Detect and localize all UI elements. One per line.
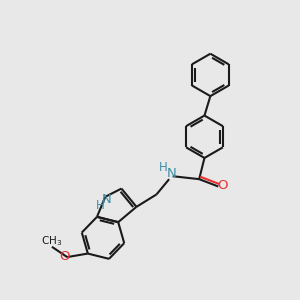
Text: N: N: [101, 193, 111, 206]
Text: O: O: [60, 250, 70, 263]
Text: CH$_3$: CH$_3$: [41, 235, 62, 248]
Text: O: O: [217, 179, 228, 192]
Text: H: H: [159, 161, 168, 175]
Text: H: H: [96, 199, 104, 212]
Text: N: N: [166, 167, 176, 180]
